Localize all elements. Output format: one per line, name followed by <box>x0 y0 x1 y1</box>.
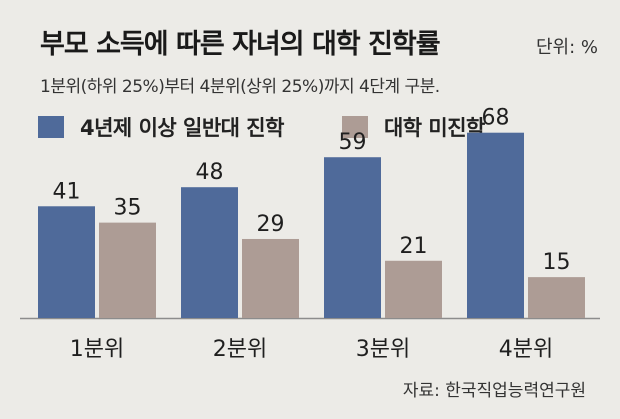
chart-title: 부모 소득에 따른 자녀의 대학 진학률 <box>40 29 441 60</box>
data-label-no-college-2: 29 <box>257 212 285 237</box>
chart-subtitle: 1분위(하위 25%)부터 4분위(상위 25%)까지 4단계 구분. <box>40 77 440 97</box>
bar-university-3 <box>324 157 381 318</box>
legend-swatch-university <box>38 116 64 138</box>
unit-label: 단위: % <box>535 37 598 58</box>
source-note: 자료: 한국직업능력연구원 <box>402 381 586 401</box>
bar-no-college-3 <box>385 260 442 318</box>
x-tick-label-3: 3분위 <box>356 337 410 362</box>
data-label-no-college-1: 35 <box>114 196 142 221</box>
legend-label-university: 4년제 이상 일반대 진학 <box>80 116 284 140</box>
x-tick-label-2: 2분위 <box>213 337 267 362</box>
bar-university-2 <box>181 187 238 318</box>
bar-university-1 <box>38 206 95 318</box>
x-tick-label-4: 4분위 <box>499 337 553 362</box>
data-label-university-2: 48 <box>196 160 224 185</box>
data-label-university-3: 59 <box>339 130 367 155</box>
bar-no-college-2 <box>242 238 299 318</box>
legend: 4년제 이상 일반대 진학 대학 미진학 <box>38 112 543 142</box>
bar-university-4 <box>467 132 524 318</box>
x-tick-label-1: 1분위 <box>70 337 124 362</box>
bar-no-college-1 <box>99 222 156 318</box>
legend-item-university: 4년제 이상 일반대 진학 <box>38 112 284 142</box>
data-label-no-college-4: 15 <box>543 250 571 275</box>
data-label-university-4: 68 <box>482 106 510 131</box>
data-label-no-college-3: 21 <box>400 234 428 259</box>
bar-no-college-4 <box>528 277 585 318</box>
legend-swatch-no-college <box>341 116 368 138</box>
data-label-university-1: 41 <box>53 179 81 204</box>
